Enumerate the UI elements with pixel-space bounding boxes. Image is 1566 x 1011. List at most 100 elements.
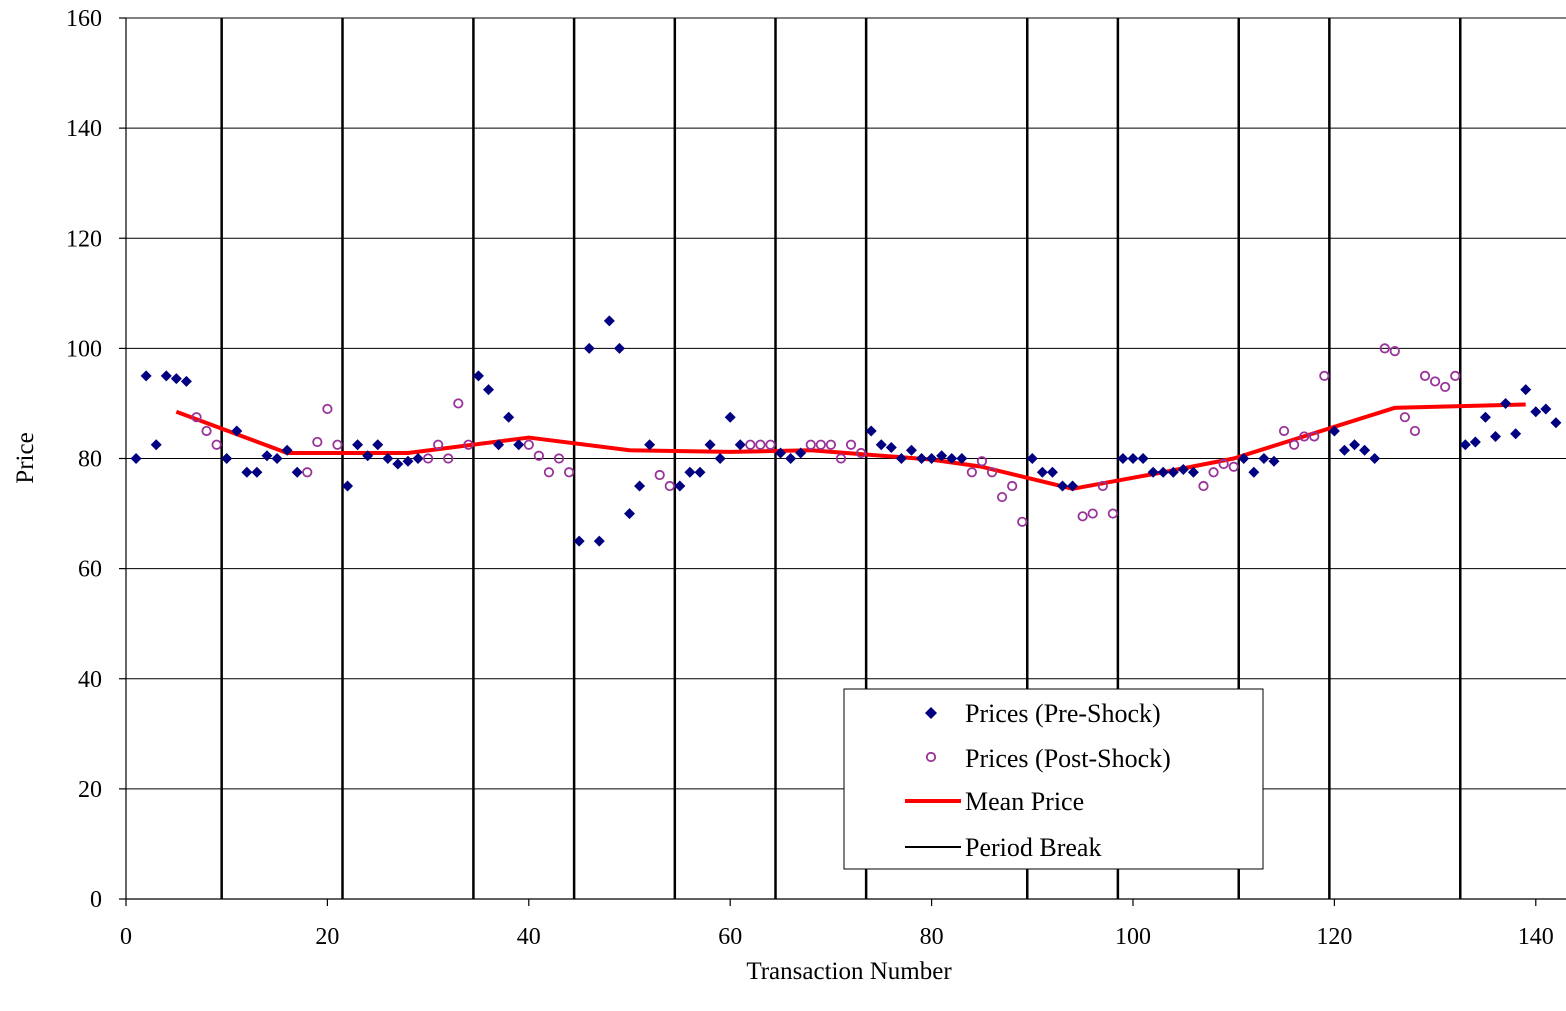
pre-shock-point <box>926 453 938 464</box>
post-shock-point <box>543 467 555 478</box>
post-shock-point <box>825 439 836 450</box>
post-shock-point <box>1097 480 1108 492</box>
pre-shock-point <box>1338 444 1350 456</box>
pre-shock-point <box>281 444 293 456</box>
post-shock-point <box>1299 431 1310 442</box>
post-shock-point <box>1409 425 1421 437</box>
pre-shock-point <box>1359 444 1371 456</box>
pre-shock-point <box>472 370 484 382</box>
pre-shock-point <box>623 508 635 520</box>
pre-shock-point <box>402 455 414 467</box>
post-shock-point <box>856 447 867 459</box>
y-tick-label: 160 <box>66 6 102 32</box>
post-shock-point <box>845 439 857 450</box>
pre-shock-point <box>1026 453 1038 464</box>
x-tick-label: 20 <box>315 924 339 950</box>
pre-shock-point <box>1127 453 1139 464</box>
pre-shock-point <box>140 370 152 382</box>
pre-shock-point <box>916 453 928 464</box>
x-tick-label: 0 <box>120 924 132 950</box>
pre-shock-point <box>1328 425 1340 437</box>
pre-shock-point <box>1137 453 1149 464</box>
post-shock-point <box>1087 508 1098 519</box>
pre-shock-point <box>1469 436 1481 448</box>
pre-shock-point <box>1490 430 1502 442</box>
pre-shock-point <box>1177 464 1189 476</box>
pre-shock-point <box>775 447 787 459</box>
post-shock-point <box>191 412 202 423</box>
post-shock-point <box>996 491 1008 503</box>
pre-shock-point <box>1046 466 1058 478</box>
pre-shock-point <box>1500 397 1512 409</box>
x-tick-label: 60 <box>718 924 742 950</box>
pre-shock-point <box>583 342 595 354</box>
axes <box>119 17 1566 906</box>
post-shock-point <box>332 439 343 450</box>
legend-marker-pre-shock <box>925 707 937 719</box>
pre-shock-point <box>1187 466 1199 478</box>
x-tick-label: 80 <box>920 924 944 950</box>
x-tick-label: 120 <box>1316 924 1352 950</box>
x-tick-label: 40 <box>517 924 541 950</box>
pre-shock-point <box>724 411 736 423</box>
pre-shock-point <box>946 453 958 464</box>
pre-shock-point <box>1550 417 1562 429</box>
legend-label-period-break: Period Break <box>965 833 1101 862</box>
pre-shock-point <box>231 425 243 437</box>
pre-shock-point <box>130 453 142 464</box>
post-shock-point <box>1198 480 1209 492</box>
pre-shock-point <box>795 447 807 459</box>
pre-shock-point <box>160 370 172 382</box>
pre-shock-point <box>150 439 162 451</box>
legend-label-pre-shock: Prices (Pre-Shock) <box>965 699 1161 728</box>
pre-shock-point <box>1036 466 1048 478</box>
post-shock-point <box>563 467 575 478</box>
x-tick-labels: 0 20 40 60 80 100 120 140 <box>120 924 1554 950</box>
post-shock-point <box>1278 425 1290 437</box>
pre-shock-point <box>1147 466 1159 478</box>
pre-shock-point <box>613 342 625 354</box>
post-shock-point <box>453 398 464 409</box>
legend-label-mean: Mean Price <box>965 787 1084 816</box>
pre-shock-point <box>1057 480 1069 492</box>
pre-shock-point <box>362 450 374 462</box>
post-shock-point <box>553 453 565 464</box>
pre-shock-point <box>483 384 495 396</box>
pre-shock-point <box>170 373 182 385</box>
post-shock-point <box>533 450 544 461</box>
post-shock-point <box>1429 376 1441 387</box>
pre-shock-point <box>634 480 646 492</box>
post-shock-point <box>1289 439 1300 450</box>
pre-shock-point <box>734 439 746 451</box>
y-tick-label: 0 <box>90 887 102 913</box>
post-shock-point <box>654 469 665 481</box>
post-shock-point <box>1440 381 1451 393</box>
pre-shock-point <box>956 453 968 464</box>
post-shock-point <box>664 480 675 492</box>
pre-shock-point <box>1530 406 1542 418</box>
pre-shock-point <box>573 535 585 547</box>
pre-shock-point <box>694 466 706 478</box>
pre-shock-point <box>271 453 283 464</box>
x-axis-title: Transaction Number <box>746 958 952 985</box>
pre-shock-point <box>1117 453 1129 464</box>
post-shock-point <box>463 439 474 450</box>
post-shock-point <box>745 439 756 450</box>
pre-shock-point <box>1248 466 1260 478</box>
y-tick-label: 60 <box>78 557 102 583</box>
post-shock-point <box>1007 480 1018 492</box>
pre-shock-point <box>382 453 394 464</box>
pre-shock-point <box>221 453 233 464</box>
pre-shock-point <box>1258 453 1270 464</box>
pre-shock-point <box>1459 439 1471 451</box>
pre-shock-point <box>251 466 263 478</box>
pre-shock-point <box>342 480 354 492</box>
legend-label-post-shock: Prices (Post-Shock) <box>965 744 1171 773</box>
pre-shock-point <box>674 480 686 492</box>
post-shock-point <box>755 439 766 450</box>
legend: Prices (Pre-Shock) Prices (Post-Shock) M… <box>843 688 1264 870</box>
pre-shock-point <box>644 439 656 451</box>
post-shock-point <box>312 436 323 448</box>
